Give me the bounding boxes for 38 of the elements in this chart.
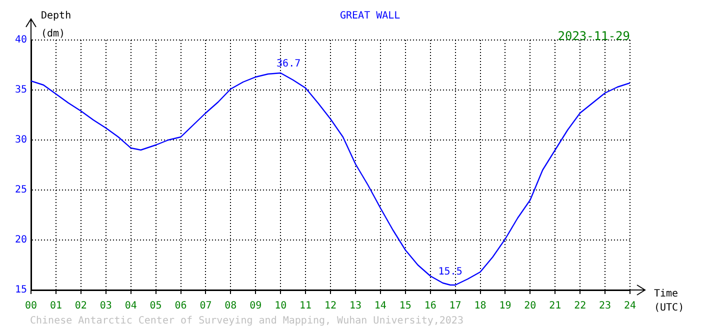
x-tick-label: 14 <box>374 300 386 312</box>
text: Chinese Antarctic Center of Surveying and Mapping, Wuhan University,2023 <box>30 316 464 327</box>
chart-title: GREAT WALL <box>340 10 400 22</box>
x-tick-label: 07 <box>200 300 212 312</box>
y-tick-label: 25 <box>14 184 27 196</box>
x-tick-label: 15 <box>399 300 412 312</box>
x-tick-label: 09 <box>250 300 262 312</box>
x-tick-label: 01 <box>50 300 62 312</box>
chart-subtitle: 2023-11-29 <box>558 29 630 44</box>
y-axis-title: Depth (dm) <box>41 10 72 40</box>
annotation: 36.7 <box>276 58 301 70</box>
x-tick-label: 18 <box>474 300 486 312</box>
x-tick-label: 02 <box>74 300 87 312</box>
x-tick-label: 20 <box>524 300 536 312</box>
x-tick-label: 16 <box>424 300 436 312</box>
y-tick-label: 35 <box>14 84 27 96</box>
x-tick-label: 08 <box>224 300 237 312</box>
y-tick-label: 15 <box>14 284 27 296</box>
x-tick-label: 11 <box>300 300 312 312</box>
x-tick-label: 23 <box>599 300 612 312</box>
x-tick-label: 05 <box>150 300 162 312</box>
y-tick-label: 40 <box>14 34 27 46</box>
x-tick-label: 17 <box>449 300 462 312</box>
x-tick-label: 03 <box>100 300 112 312</box>
x-tick-label: 10 <box>274 300 287 312</box>
x-tick-label: 21 <box>549 300 562 312</box>
x-tick-label: 04 <box>124 300 137 312</box>
x-tick-label: 00 <box>24 300 38 312</box>
x-tick-label: 12 <box>324 300 337 312</box>
x-tick-label: 19 <box>499 300 512 312</box>
annotation: 15.5 <box>438 266 462 278</box>
y-tick-label: 30 <box>14 134 27 146</box>
x-tick-label: 06 <box>174 300 187 312</box>
x-tick-label: 24 <box>624 300 636 312</box>
y-tick-label: 20 <box>14 234 27 246</box>
x-tick-label: 13 <box>349 300 362 312</box>
x-axis-title: Time (UTC) <box>654 288 684 314</box>
x-tick-label: 22 <box>574 300 586 312</box>
